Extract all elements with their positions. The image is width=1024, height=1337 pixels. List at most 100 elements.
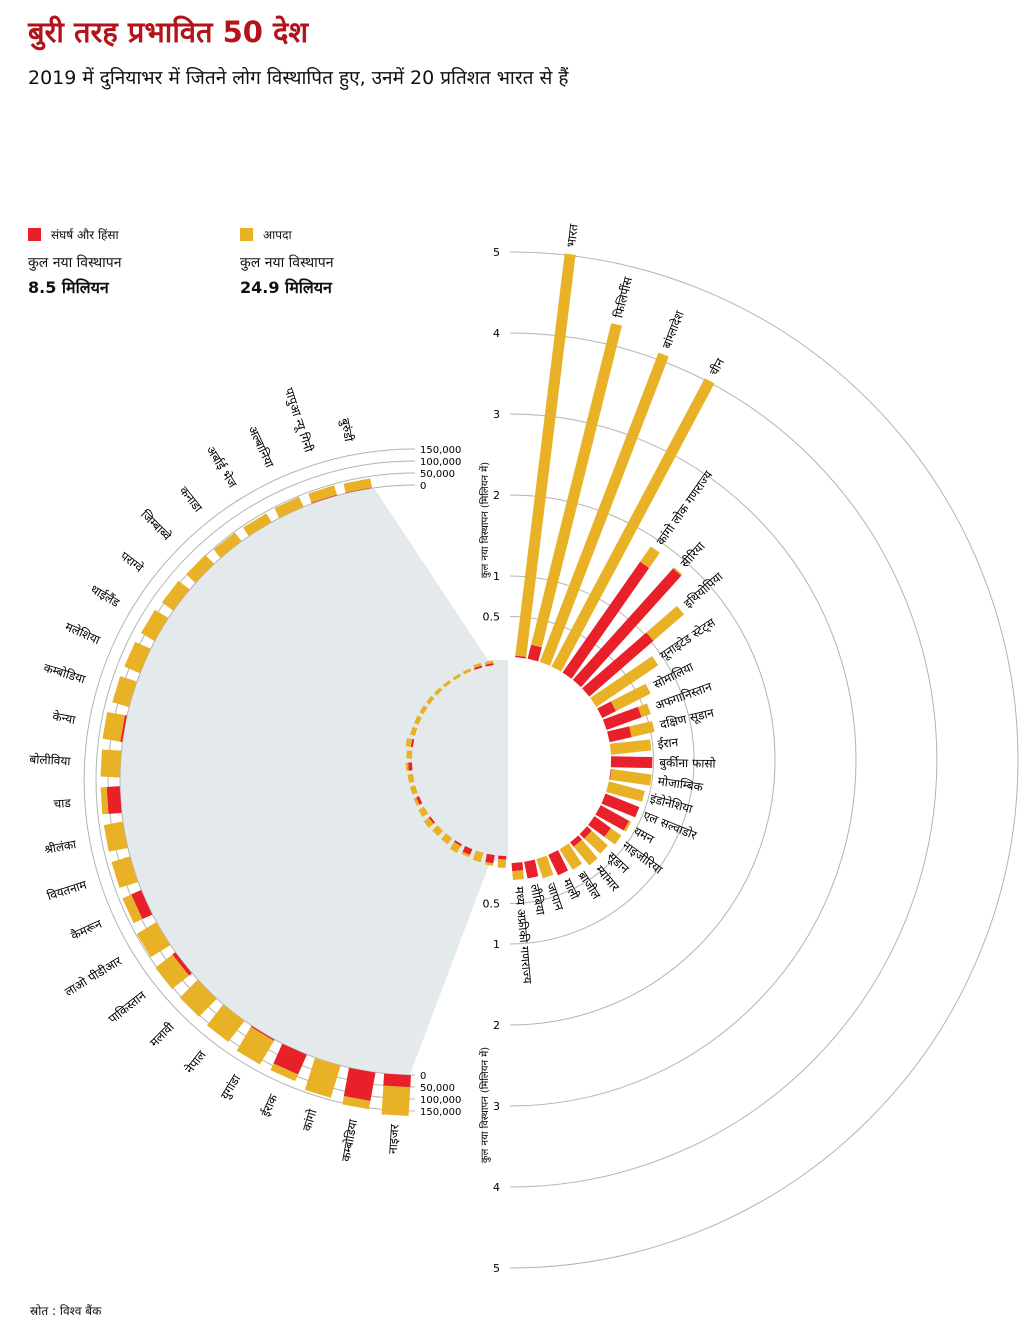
country-label: वियतनाम [45,877,89,903]
bar-conflict [569,835,583,847]
major-tick-label-bottom: 1 [493,938,500,951]
country-label: भारत [564,222,581,248]
mini-bar-disaster [452,673,461,681]
arc-bar-conflict [172,952,192,976]
country-label: अल्बानिया [245,424,277,471]
minor-tick-label-top: 0 [420,481,426,492]
bar-disaster [610,683,651,712]
arc-bar-conflict [131,890,153,920]
country-label: कम्बोडिया [339,1117,361,1162]
country-label: कांगो [300,1107,320,1133]
arc-bar-disaster [162,580,190,611]
country-label: मलावी [147,1019,177,1050]
minor-ring [119,484,416,1076]
arc-bar-disaster [103,821,128,852]
country-label: अर्बाई भेज [203,443,240,491]
bar-disaster [604,827,622,845]
country-label: जिम्बाब्वे [138,507,174,543]
country-label: पाकिस्तान [106,988,149,1026]
bar-disaster [573,839,598,866]
bar-disaster [551,378,715,672]
country-label: लीबिया [528,883,548,917]
mini-bar-conflict [428,816,436,824]
bar-conflict [588,816,611,837]
arc-bar-disaster [304,1057,341,1098]
bar-conflict [579,826,592,839]
arc-bar-disaster [186,554,215,583]
country-label: कनाडा [177,484,206,516]
arc-bar-disaster [179,979,217,1017]
bar-disaster [606,781,645,802]
bar-conflict [524,859,539,879]
arc-bar-disaster [213,532,242,558]
major-tick-label-bottom: 4 [493,1181,500,1194]
bar-conflict [562,561,650,679]
country-label: पराग्वे [118,549,147,575]
arc-bar-conflict [273,1043,307,1075]
mini-bar-disaster [426,695,435,705]
mini-bar-disaster [441,833,453,845]
page-title: बुरी तरह प्रभावित 50 देश [28,15,309,49]
major-ring [509,332,938,1188]
major-tick-label-top: 1 [493,570,500,583]
mini-bar-disaster [418,806,429,817]
arc-bar-disaster [343,478,372,493]
arc-bar-disaster [111,856,138,888]
bar-conflict [595,805,630,831]
major-tick-label-top: 3 [493,408,500,421]
country-label: युगांडा [218,1071,245,1102]
bar-disaster [590,656,659,707]
mini-bar-disaster [405,738,413,747]
bar-disaster [646,605,685,641]
country-label: चाड [53,796,72,811]
bar-disaster [623,820,632,832]
conflict-total-label: कुल नया विस्थापन [28,255,122,271]
bar-conflict [572,568,682,688]
minor-tick-label-top: 150,000 [420,445,461,456]
mini-bar-disaster [407,773,415,783]
major-tick-label-top: 0.5 [483,611,501,624]
mini-bar-disaster [473,662,482,668]
country-label: नाइजीरिया [620,839,666,878]
major-axis-title-bottom: कुल नया विस्थापन (मिलियन में) [479,1047,491,1163]
disaster-swatch [240,228,253,241]
country-label: लाओ पीडीआर [62,953,125,999]
bar-disaster [531,323,622,648]
country-label: बांग्लादेश [660,308,687,350]
source-note: स्रोत : विश्व बैंक [30,1304,102,1318]
arc-bar-disaster [124,641,151,674]
mini-bar-disaster [449,841,461,853]
mini-bar-disaster [443,680,452,688]
minor-tick-label-top: 50,000 [420,469,455,480]
disaster-total-label: कुल नया विस्थापन [240,255,334,271]
country-label: बुरुंडी [337,417,356,444]
country-label: ईराक [258,1091,281,1119]
mini-bar-conflict [462,845,473,856]
arc-bar-disaster [206,1004,245,1042]
conflict-total-value: 8.5 मिलियन [28,278,109,297]
mini-bar-disaster [409,785,418,795]
mini-bar-disaster [410,726,418,736]
bar-conflict [527,644,542,662]
bar-disaster [673,567,683,576]
bar-disaster [640,546,660,568]
bar-conflict [610,756,653,769]
conflict-swatch [28,228,41,241]
bar-conflict [601,793,640,818]
disaster-total-value: 24.9 मिलियन [240,278,332,297]
minor-ring [107,472,416,1088]
bar-disaster [512,870,524,881]
mini-bar-disaster [472,850,484,863]
mini-bar-disaster [461,851,470,858]
arc-bar-disaster [102,712,125,742]
country-label: इथियोपिया [681,569,726,611]
major-tick-label-bottom: 0.5 [483,898,501,911]
major-tick-label-top: 5 [493,246,500,259]
minor-tick-label-bottom: 100,000 [420,1095,461,1106]
minor-tick-label-bottom: 150,000 [420,1107,461,1118]
country-label: कैमरून [69,917,105,943]
mini-bar-conflict [474,665,483,670]
major-axis-title-top: कुल नया विस्थापन (मिलियन में) [479,462,491,578]
country-label: बुर्कीना फासो [659,756,716,772]
